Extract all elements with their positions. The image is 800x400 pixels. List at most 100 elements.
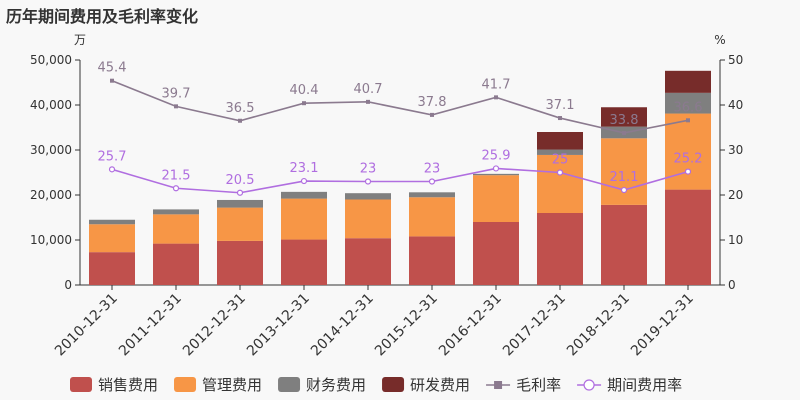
bar-segment — [89, 252, 135, 285]
legend-swatch — [70, 377, 92, 392]
legend-swatch — [278, 377, 301, 392]
legend-label: 毛利率 — [516, 376, 561, 394]
point-marker — [110, 78, 114, 83]
data-label: 25.9 — [482, 148, 511, 163]
bar-segment — [473, 173, 519, 176]
legend-marker — [494, 381, 503, 389]
point-marker — [556, 169, 564, 176]
left-tick-label: 40,000 — [30, 98, 72, 112]
legend-label: 财务费用 — [306, 376, 366, 394]
data-label: 45.4 — [98, 61, 127, 76]
left-tick-label: 50,000 — [30, 53, 72, 67]
data-label: 21.1 — [610, 170, 639, 185]
left-tick-label: 10,000 — [30, 233, 72, 247]
point-marker — [300, 177, 308, 185]
right-tick-label: 30 — [728, 143, 743, 157]
data-label: 41.7 — [482, 77, 511, 92]
bar-segment — [409, 197, 455, 237]
left-tick-label: 0 — [64, 278, 72, 292]
data-label: 23 — [360, 162, 377, 177]
data-label: 20.5 — [226, 173, 255, 188]
bar-segment — [281, 239, 327, 285]
point-marker — [302, 101, 306, 106]
legend-label: 研发费用 — [410, 376, 470, 394]
left-tick-label: 20,000 — [30, 188, 72, 202]
legend-label: 销售费用 — [98, 376, 158, 394]
point-marker — [428, 178, 436, 185]
data-label: 25 — [552, 153, 569, 168]
point-marker — [620, 186, 628, 194]
point-marker — [686, 118, 690, 123]
data-label: 33.8 — [610, 113, 639, 128]
point-marker — [684, 168, 692, 175]
x-tick-label: 2011-12-31 — [116, 291, 185, 360]
x-tick-label: 2013-12-31 — [244, 291, 313, 360]
legend-marker — [583, 379, 595, 391]
point-marker — [172, 185, 180, 192]
right-tick-label: 40 — [728, 98, 743, 112]
x-tick-label: 2019-12-31 — [628, 291, 697, 360]
x-tick-label: 2018-12-31 — [564, 291, 633, 360]
data-label: 40.7 — [354, 82, 383, 97]
bar-segment — [473, 222, 519, 285]
bar-segment — [345, 238, 391, 285]
bar-segment — [217, 199, 263, 208]
bar-segment — [153, 209, 199, 215]
bar-segment — [665, 70, 711, 93]
bar-segment — [537, 213, 583, 285]
bar-segment — [345, 199, 391, 239]
legend-swatch — [174, 377, 197, 392]
series-line — [111, 167, 689, 194]
bar-segment — [665, 113, 711, 190]
right-tick-label: 50 — [728, 53, 743, 67]
point-marker — [366, 99, 370, 104]
legend-label: 管理费用 — [202, 376, 262, 394]
x-tick-label: 2012-12-31 — [180, 291, 249, 360]
data-label: 21.5 — [162, 168, 191, 183]
x-tick-label: 2017-12-31 — [500, 291, 569, 360]
bar-segment — [473, 175, 519, 222]
data-label: 37.1 — [546, 98, 575, 113]
bar-segment — [217, 207, 263, 241]
bar-segment — [537, 154, 583, 213]
bar-segment — [217, 240, 263, 285]
data-label: 23.1 — [290, 161, 319, 176]
right-tick-label: 0 — [728, 278, 736, 292]
bar-segment — [601, 107, 647, 127]
bar-segment — [537, 149, 583, 155]
bar-segment — [281, 191, 327, 199]
lines: 45.4 39.7 36.5 40.4 40.7 37.8 41.7 37.1 33.8 36.6… — [98, 61, 703, 196]
point-marker — [622, 130, 626, 135]
bar-segment — [537, 132, 583, 150]
bar-segment — [281, 198, 327, 240]
bar-segment — [665, 92, 711, 114]
bar-segment — [153, 243, 199, 285]
legend: 销售费用 管理费用 财务费用 研发费用 毛利率 期间费用率 — [70, 376, 682, 394]
bar-segment — [601, 138, 647, 205]
left-axis-unit: 万 — [74, 33, 86, 47]
data-label: 37.8 — [418, 95, 447, 110]
bar-segment — [409, 192, 455, 198]
data-label: 25.7 — [98, 149, 127, 164]
point-marker — [174, 104, 178, 109]
point-marker — [108, 166, 116, 173]
chart-title: 历年期间费用及毛利率变化 — [6, 7, 199, 26]
legend-swatch — [382, 377, 405, 392]
x-tick-label: 2015-12-31 — [372, 291, 441, 360]
point-marker — [236, 189, 244, 196]
data-label: 36.6 — [674, 100, 703, 115]
bar-segment — [409, 236, 455, 285]
legend-label: 期间费用率 — [607, 376, 682, 394]
right-tick-label: 20 — [728, 188, 743, 202]
data-label: 40.4 — [290, 83, 319, 98]
data-label: 23 — [424, 162, 441, 177]
bar-segment — [601, 204, 647, 285]
x-tick-label: 2010-12-31 — [52, 291, 121, 360]
x-tick-label: 2016-12-31 — [436, 291, 505, 360]
point-marker — [430, 112, 434, 117]
point-marker — [494, 95, 498, 100]
x-tick-label: 2014-12-31 — [308, 291, 377, 360]
series-line — [111, 79, 689, 134]
left-tick-label: 30,000 — [30, 143, 72, 157]
